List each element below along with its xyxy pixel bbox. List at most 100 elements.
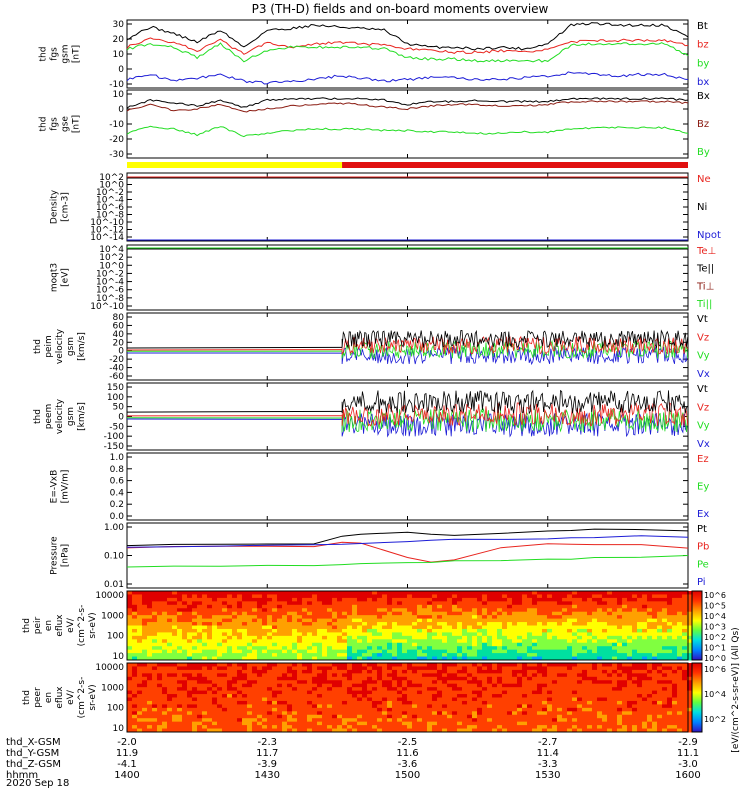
spectrogram-cell xyxy=(582,663,587,667)
spectrogram-cell xyxy=(387,683,392,688)
spectrogram-cell xyxy=(392,676,397,681)
spectrogram-cell xyxy=(582,694,587,698)
spectrogram-cell xyxy=(622,646,627,651)
spectrogram-cell xyxy=(132,683,137,688)
spectrogram-cell xyxy=(322,707,327,712)
spectrogram-cell xyxy=(177,642,182,647)
spectrogram-cell xyxy=(332,632,337,637)
spectrogram-cell xyxy=(347,628,352,633)
ytick-label: 60 xyxy=(113,321,125,331)
spectrogram-cell xyxy=(477,704,482,709)
spectrogram-cell xyxy=(457,700,462,705)
spectrogram-cell xyxy=(652,656,657,661)
spectrogram-cell xyxy=(462,608,467,613)
spectrogram-cell xyxy=(467,700,472,705)
spectrogram-cell xyxy=(252,700,257,705)
spectrogram-cell xyxy=(397,653,402,658)
xaxis-tick-label: 11.1 xyxy=(677,748,699,759)
spectrogram-cell xyxy=(227,666,232,671)
spectrogram-cell xyxy=(472,649,477,654)
spectrogram-cell xyxy=(687,635,692,640)
spectrogram-cell xyxy=(552,663,557,667)
spectrogram-cell xyxy=(517,622,522,626)
spectrogram-cell xyxy=(217,697,222,702)
spectrogram-cell xyxy=(612,663,617,667)
spectrogram-cell xyxy=(542,663,547,667)
spectrogram-cell xyxy=(567,721,572,726)
spectrogram-cell xyxy=(347,618,352,623)
spectrogram-cell xyxy=(167,728,172,733)
spectrogram-cell xyxy=(392,642,397,647)
spectrogram-cell xyxy=(422,666,427,671)
spectrogram-cell xyxy=(407,704,412,709)
spectrogram-cell xyxy=(597,700,602,705)
spectrogram-cell xyxy=(232,628,237,633)
spectrogram-cell xyxy=(182,656,187,661)
spectrogram-cell xyxy=(362,707,367,712)
spectrogram-cell xyxy=(227,653,232,658)
xaxis-tick-label: 1600 xyxy=(675,770,700,781)
spectrogram-cell xyxy=(532,615,537,620)
spectrogram-cell xyxy=(557,632,562,637)
spectrogram-cell xyxy=(202,690,207,695)
spectrogram-cell xyxy=(457,649,462,654)
spectrogram-cell xyxy=(462,618,467,623)
spectrogram-cell xyxy=(652,707,657,712)
spectrogram-cell xyxy=(187,725,192,730)
spectrogram-cell xyxy=(177,656,182,661)
spectrogram-cell xyxy=(527,676,532,681)
spectrogram-cell xyxy=(417,711,422,716)
spectrogram-cell xyxy=(302,694,307,698)
ytick-label: 50 xyxy=(113,403,125,413)
spectrogram-cell xyxy=(167,618,172,623)
spectrogram-cell xyxy=(372,649,377,654)
spectrogram-cell xyxy=(472,669,477,674)
spectrogram-cell xyxy=(137,711,142,716)
spectrogram-cell xyxy=(647,725,652,730)
spectrogram-cell xyxy=(432,618,437,623)
spectrogram-cell xyxy=(687,618,692,623)
spectrogram-cell xyxy=(172,608,177,613)
spectrogram-cell xyxy=(427,725,432,730)
spectrogram-cell xyxy=(667,704,672,709)
spectrogram-cell xyxy=(427,601,432,606)
spectrogram-cell xyxy=(332,725,337,730)
spectrogram-cell xyxy=(342,728,347,733)
spectrogram-cell xyxy=(662,622,667,626)
spectrogram-cell xyxy=(612,690,617,695)
spectrogram-cell xyxy=(522,622,527,626)
spectrogram-cell xyxy=(687,625,692,630)
spectrogram-cell xyxy=(362,632,367,637)
spectrogram-cell xyxy=(317,683,322,688)
spectrogram-cell xyxy=(267,653,272,658)
spectrogram-cell xyxy=(177,632,182,637)
spectrogram-cell xyxy=(412,591,417,595)
spectrogram-cell xyxy=(132,597,137,602)
spectrogram-cell xyxy=(142,628,147,633)
spectrogram-cell xyxy=(227,639,232,644)
spectrogram-cell xyxy=(267,673,272,678)
spectrogram-cell xyxy=(542,625,547,630)
spectrogram-cell xyxy=(297,656,302,661)
spectrogram-cell xyxy=(162,687,167,692)
spectrogram-cell xyxy=(647,721,652,726)
spectrogram-cell xyxy=(287,639,292,644)
spectrogram-cell xyxy=(657,601,662,606)
spectrogram-cell xyxy=(152,604,157,609)
spectrogram-cell xyxy=(322,591,327,595)
spectrogram-cell xyxy=(222,697,227,702)
spectrogram-cell xyxy=(532,663,537,667)
spectrogram-cell xyxy=(452,601,457,606)
spectrogram-cell xyxy=(367,653,372,658)
spectrogram-cell xyxy=(432,615,437,620)
spectrogram-cell xyxy=(422,680,427,685)
spectrogram-cell xyxy=(537,653,542,658)
spectrogram-cell xyxy=(397,635,402,640)
spectrogram-cell xyxy=(552,704,557,709)
spectrogram-cell xyxy=(197,728,202,733)
spectrogram-cell xyxy=(257,725,262,730)
spectrogram-cell xyxy=(592,673,597,678)
spectrogram-cell xyxy=(182,604,187,609)
spectrogram-cell xyxy=(572,649,577,654)
spectrogram-cell xyxy=(522,697,527,702)
